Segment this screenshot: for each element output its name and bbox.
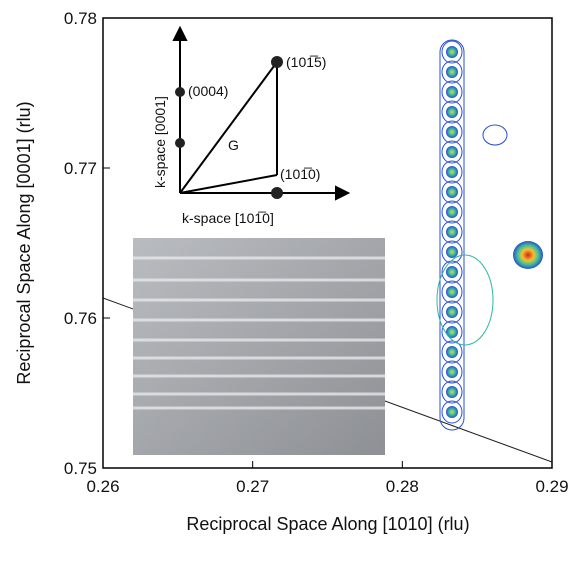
y-tick-label: 0.77 (64, 159, 97, 178)
inset-label: (101̅0) (280, 166, 320, 182)
plot-frame (102, 17, 553, 469)
contour-core (446, 366, 458, 378)
contour (441, 220, 463, 244)
contour (441, 360, 463, 384)
contour (441, 400, 463, 424)
contour-plot (439, 39, 465, 431)
tem-stripes (133, 256, 385, 410)
inset-y-axis: k-space [0001] (152, 96, 168, 188)
contour (441, 80, 463, 104)
contour-core (446, 126, 458, 138)
contour-core (446, 286, 458, 298)
contour-core (446, 386, 458, 398)
contour (441, 300, 463, 324)
contour (439, 39, 465, 431)
contour-core (446, 346, 458, 358)
contour (513, 241, 543, 269)
tem-image (133, 238, 385, 455)
contour (441, 140, 463, 164)
inset-label: (0004) (188, 83, 228, 99)
contour-core (446, 326, 458, 338)
contour-core (446, 86, 458, 98)
y-axis-label: Reciprocal Space Along [0001] (rlu) (14, 101, 34, 384)
x-tick-label: 0.27 (236, 477, 269, 496)
contour-core (446, 266, 458, 278)
inset-label: G (228, 137, 239, 153)
contour-core (446, 206, 458, 218)
contour-core (446, 406, 458, 418)
contour (441, 60, 463, 84)
contour (441, 380, 463, 404)
y-tick-label: 0.75 (64, 459, 97, 478)
map-decoration (102, 25, 553, 463)
inset-points (175, 56, 283, 199)
contour-core (446, 226, 458, 238)
inset-x-axis: k-space [101̅0] (182, 210, 274, 226)
x-tick-label: 0.29 (535, 477, 568, 496)
contour (441, 240, 463, 264)
contour (441, 340, 463, 364)
x-axis-label: Reciprocal Space Along [1010] (rlu) (186, 514, 469, 534)
contour (441, 120, 463, 144)
contour (436, 254, 494, 346)
y-tick-label: 0.76 (64, 309, 97, 328)
contour-core (446, 186, 458, 198)
contour (441, 260, 463, 284)
contour (441, 280, 463, 304)
contour (441, 320, 463, 344)
contour-core (446, 46, 458, 58)
contour (441, 100, 463, 124)
inset-label: (101̅5) (286, 54, 326, 70)
contour-core (446, 306, 458, 318)
inset-diagram (172, 25, 351, 201)
x-tick-label: 0.28 (386, 477, 419, 496)
contour (482, 124, 508, 146)
contour (441, 180, 463, 204)
contour (441, 200, 463, 224)
contour-core (446, 246, 458, 258)
contour (441, 160, 463, 184)
contour-core (446, 166, 458, 178)
contour (441, 40, 463, 64)
contour-core (446, 146, 458, 158)
x-tick-label: 0.26 (86, 477, 119, 496)
y-tick-label: 0.78 (64, 9, 97, 28)
contour-core (446, 66, 458, 78)
contour-core (446, 106, 458, 118)
